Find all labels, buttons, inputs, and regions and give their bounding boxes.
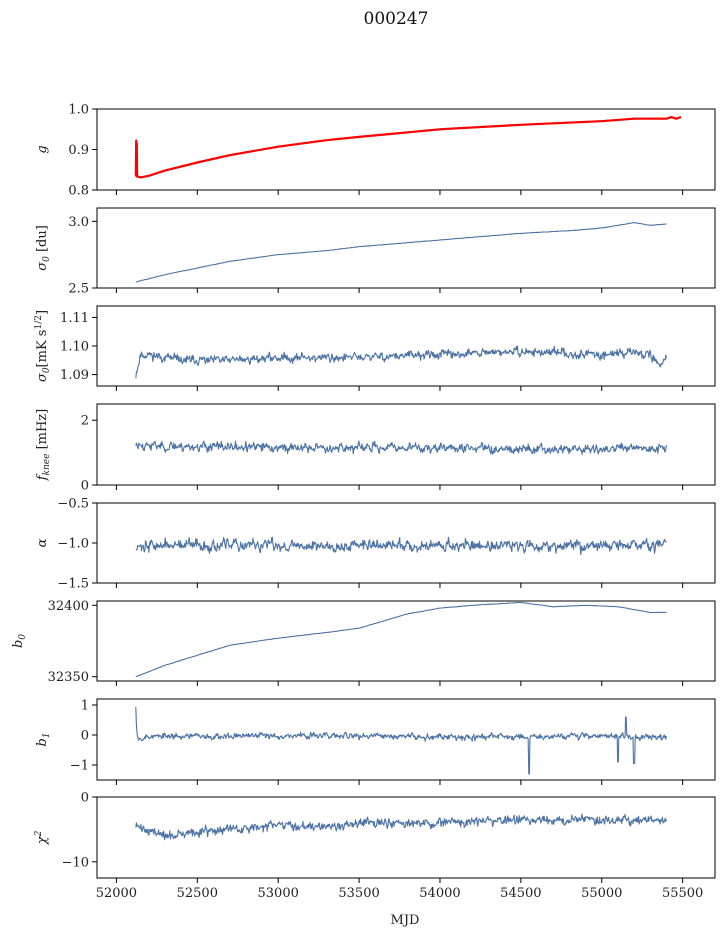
y-axis-label: χ2 xyxy=(34,830,50,845)
series-line xyxy=(135,601,667,678)
figure-title: 000247 xyxy=(364,9,429,29)
series-line xyxy=(135,117,667,178)
y-tick-label: 0 xyxy=(81,479,89,494)
series-line xyxy=(135,440,667,455)
x-tick-label: 55000 xyxy=(581,886,622,901)
y-tick-label: 2.5 xyxy=(68,282,89,297)
y-axis-label: α xyxy=(35,538,50,547)
panels-group: 0.8 0.9 1.0 g 2.5 3.0 σ0 [du] 1.09 1.10 1.11 σ0[mK… xyxy=(11,103,716,901)
plot-frame xyxy=(96,698,716,781)
y-tick-label: −1.0 xyxy=(57,537,89,552)
panel-3: 1.09 1.10 1.11 σ0[mK s1/2] xyxy=(34,305,716,391)
y-tick-label: 1.09 xyxy=(60,368,89,383)
y-tick-label: 3.0 xyxy=(68,215,89,230)
plot-frame xyxy=(96,796,716,879)
y-tick-label: 32350 xyxy=(48,670,89,685)
plot-frame xyxy=(96,305,716,387)
x-tick-label: 52500 xyxy=(177,886,218,901)
y-tick-label: 0.9 xyxy=(68,143,89,158)
panel-1: 0.8 0.9 1.0 g xyxy=(35,103,716,199)
y-tick-label: 32400 xyxy=(48,599,89,614)
panel-4: 0 2 fknee [mHz] xyxy=(35,403,716,494)
x-tick-label: 53500 xyxy=(338,886,379,901)
panel-2: 2.5 3.0 σ0 [du] xyxy=(35,207,716,297)
series-line-highlight xyxy=(134,116,682,179)
y-axis-label: b1 xyxy=(35,732,52,746)
series-line xyxy=(135,706,667,775)
panel-6: 32350 32400 b0 xyxy=(11,599,716,686)
y-tick-label: 1.0 xyxy=(68,103,89,118)
y-tick-label: −1 xyxy=(70,759,89,774)
x-tick-label: 55500 xyxy=(662,886,703,901)
y-tick-label: 1.11 xyxy=(60,311,89,326)
series-line xyxy=(135,345,667,379)
x-tick-label: 54500 xyxy=(500,886,541,901)
y-tick-label: 1.10 xyxy=(60,340,89,355)
y-axis-label: σ0 [du] xyxy=(35,225,52,271)
y-tick-label: −0.5 xyxy=(57,497,89,512)
plot-frame xyxy=(96,108,716,191)
x-axis-label: MJD xyxy=(391,913,420,928)
series-line xyxy=(135,536,667,556)
x-tick-label: 54000 xyxy=(419,886,460,901)
y-tick-label: 0 xyxy=(81,729,89,744)
x-tick-label: 53000 xyxy=(258,886,299,901)
plot-frame xyxy=(96,207,716,289)
y-axis-label: fknee [mHz] xyxy=(35,409,52,482)
series-line xyxy=(135,813,667,841)
x-tick-label: 52000 xyxy=(96,886,137,901)
y-tick-label: −1.5 xyxy=(57,577,89,592)
y-tick-label: 0 xyxy=(81,791,89,806)
y-tick-label: 0.8 xyxy=(68,184,89,199)
y-axis-label: g xyxy=(35,145,50,153)
plot-frame xyxy=(96,403,716,486)
series-line xyxy=(135,222,667,283)
plot-frame xyxy=(96,600,716,682)
y-tick-label: 2 xyxy=(81,414,89,429)
y-tick-label: 1 xyxy=(81,699,89,714)
panel-5: −1.5 −1.0 −0.5 α xyxy=(35,497,716,592)
y-axis-label: b0 xyxy=(11,634,28,648)
panel-8: −10 0 52000 52500 53000 53500 54000 54500 55000 5… xyxy=(34,791,716,901)
y-axis-label: σ0[mK s1/2] xyxy=(34,310,52,382)
y-tick-label: −10 xyxy=(62,855,89,870)
panel-7: −1 0 1 b1 xyxy=(35,698,716,785)
